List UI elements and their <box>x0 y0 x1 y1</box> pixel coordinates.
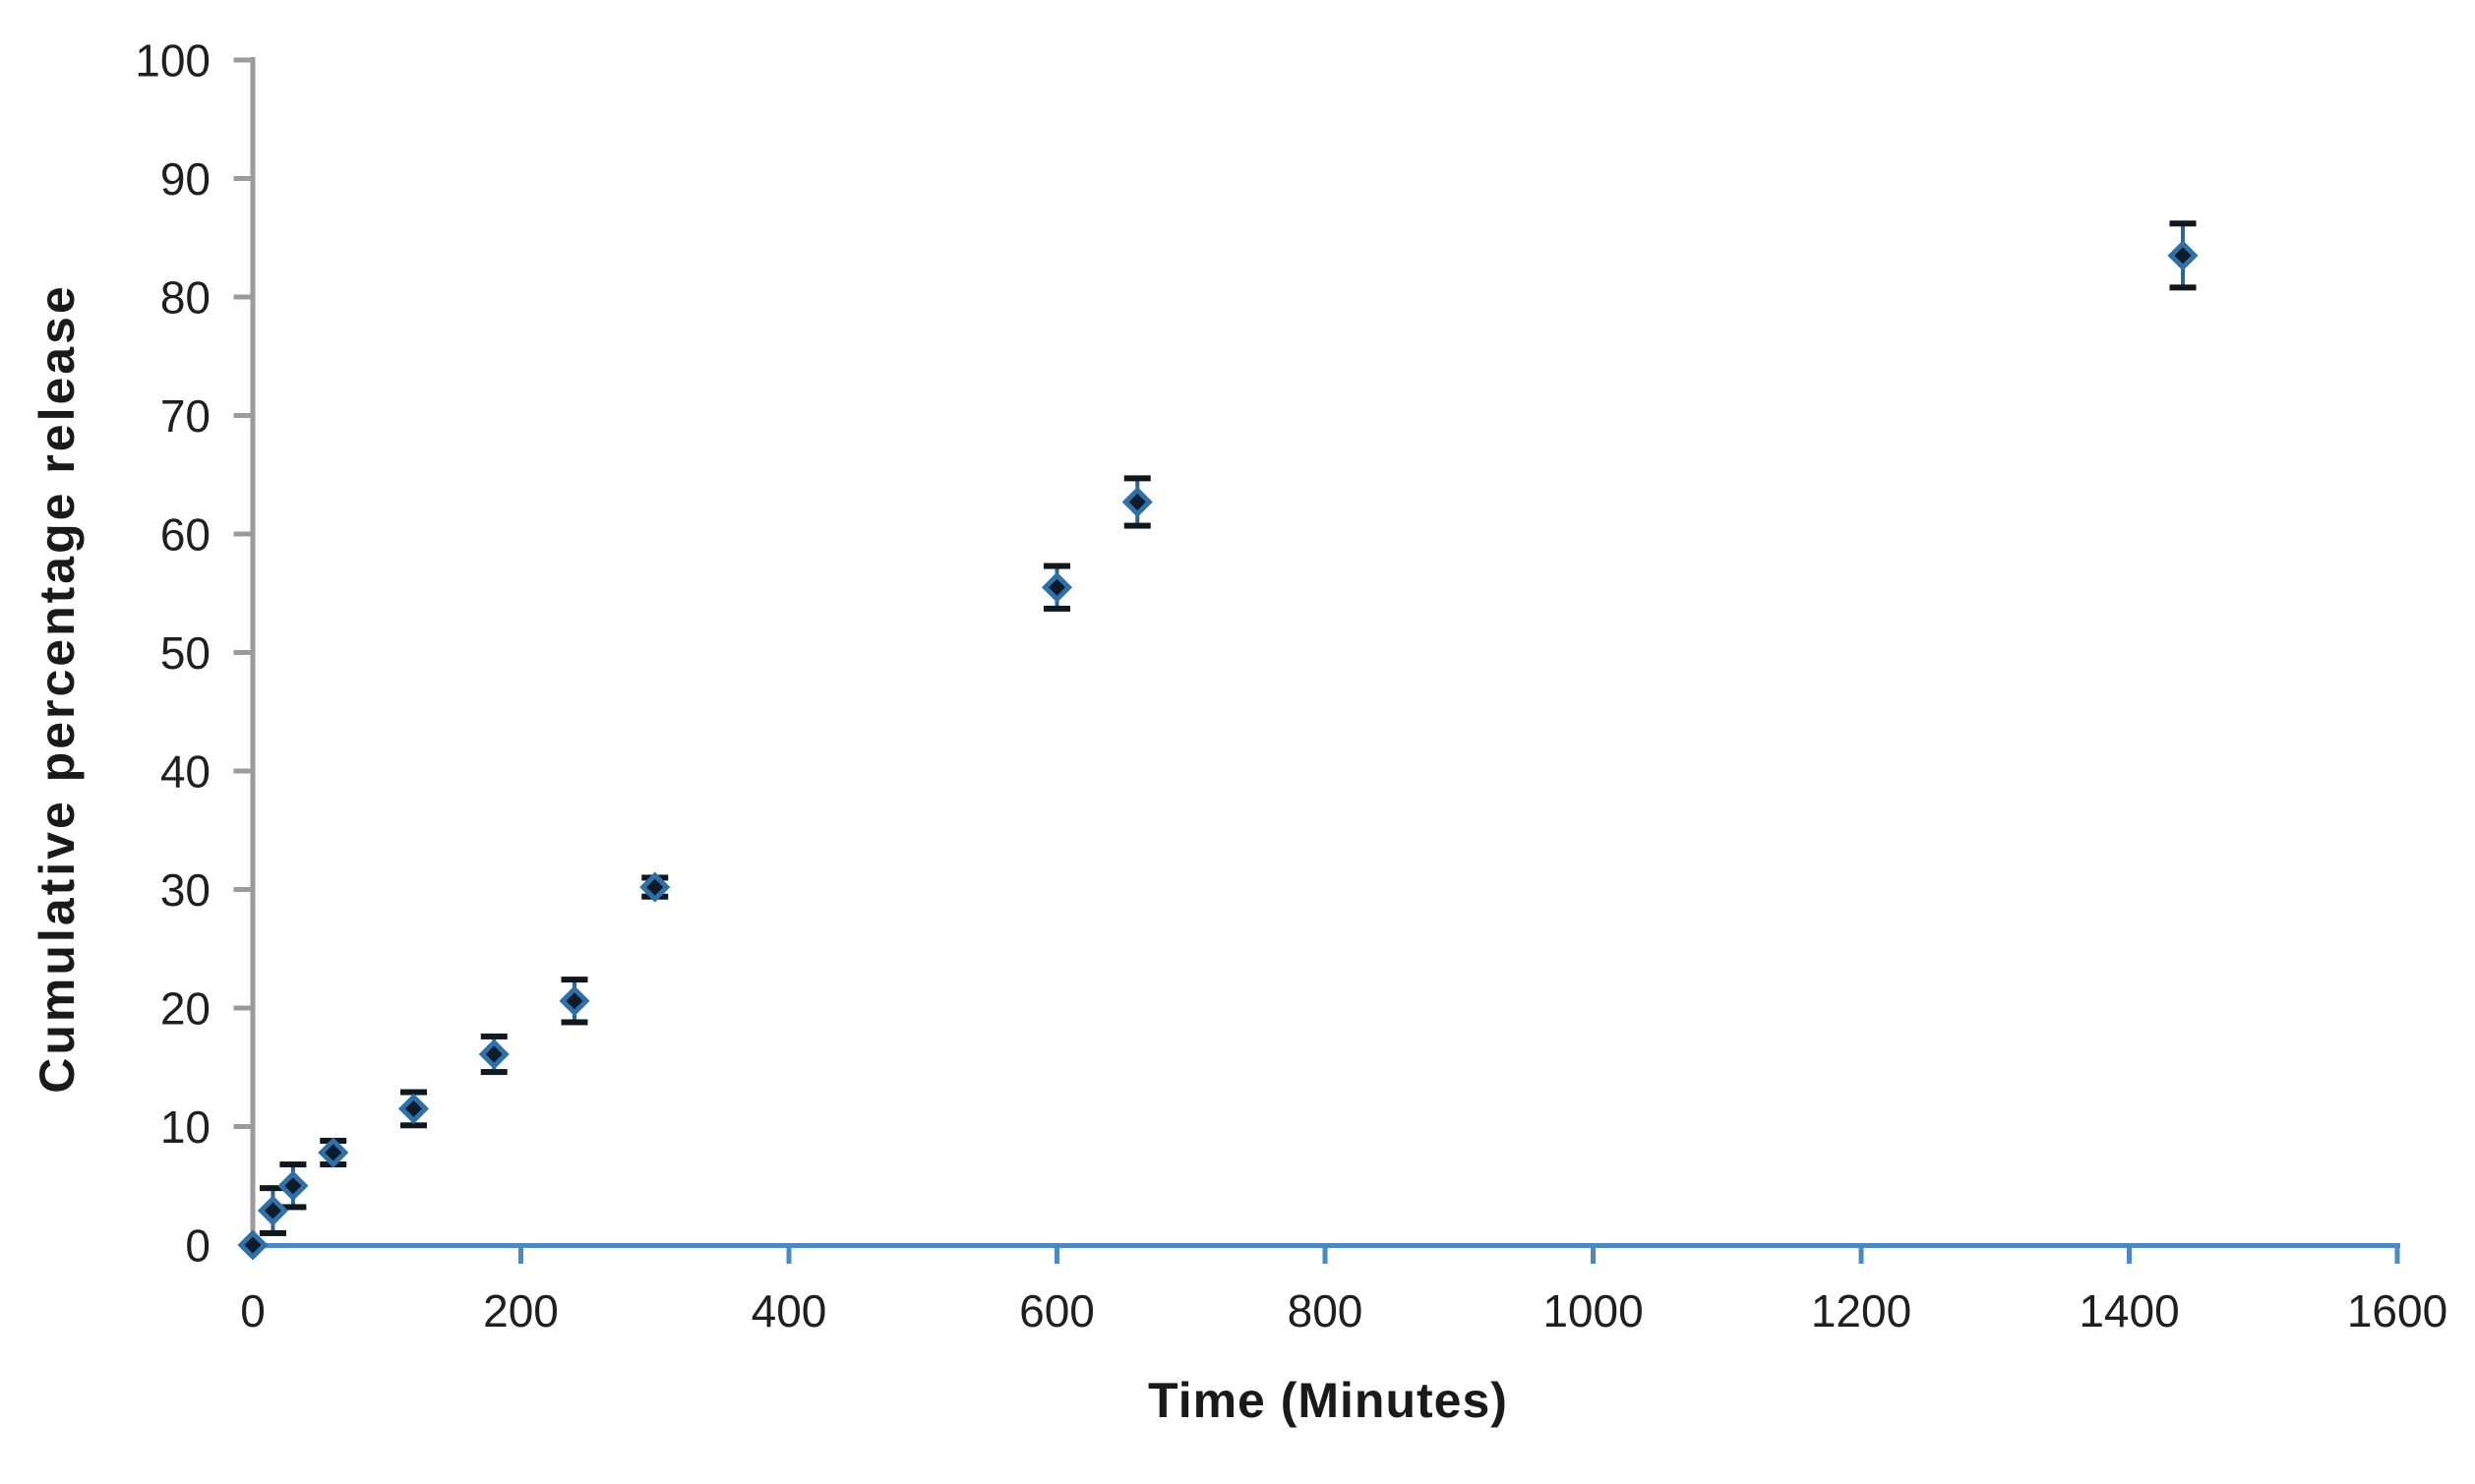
error-bar-cap-bottom <box>279 1204 307 1211</box>
error-bar-cap-bottom <box>400 1122 427 1129</box>
y-tick-label: 10 <box>160 1101 211 1153</box>
y-tick-label: 30 <box>160 864 211 916</box>
error-bar-cap-bottom <box>1044 605 1070 612</box>
error-bar-cap-top <box>279 1161 307 1168</box>
error-bar-cap-bottom <box>1123 522 1151 529</box>
data-point-diamond <box>237 1229 269 1261</box>
y-tick-mark <box>233 768 251 774</box>
x-tick-label: 0 <box>240 1285 266 1336</box>
data-point-diamond <box>1041 571 1073 603</box>
error-bar-cap-bottom <box>259 1229 286 1236</box>
y-tick-label: 90 <box>160 153 211 205</box>
x-tick-label: 400 <box>752 1285 827 1336</box>
x-axis-line <box>246 1243 2400 1248</box>
data-point-diamond <box>2167 240 2199 271</box>
y-tick-label: 100 <box>135 35 211 87</box>
x-tick-label: 200 <box>483 1285 559 1336</box>
x-tick-label: 1200 <box>1811 1285 1911 1336</box>
x-tick-mark <box>786 1247 792 1264</box>
y-tick-label: 40 <box>160 746 211 798</box>
error-bar-cap-top <box>400 1089 427 1096</box>
y-axis-line <box>250 57 256 1248</box>
y-axis-title: Cumulative percentage release <box>30 283 85 1094</box>
error-bar-cap-top <box>2169 220 2197 227</box>
x-tick-mark <box>1591 1247 1596 1264</box>
y-tick-label: 70 <box>160 390 211 442</box>
x-axis-title: Time (Minutes) <box>1148 1373 1508 1428</box>
error-bar-cap-top <box>1123 475 1151 482</box>
x-tick-mark <box>518 1247 523 1264</box>
error-bar-cap-top <box>561 977 588 983</box>
y-tick-mark <box>233 531 251 537</box>
y-tick-mark <box>233 887 251 892</box>
x-tick-mark <box>2127 1247 2132 1264</box>
x-tick-label: 800 <box>1288 1285 1363 1336</box>
data-point-diamond <box>318 1137 349 1168</box>
data-point-diamond <box>257 1195 288 1226</box>
y-tick-mark <box>233 1005 251 1011</box>
error-bar-cap-top <box>259 1185 286 1192</box>
y-tick-mark <box>233 1124 251 1129</box>
data-point-diamond <box>397 1093 430 1124</box>
x-tick-mark <box>1858 1247 1864 1264</box>
error-bar-cap-bottom <box>561 1019 588 1026</box>
error-bar-cap-top <box>480 1033 508 1039</box>
x-tick-label: 1400 <box>2079 1285 2179 1336</box>
x-tick-label: 1600 <box>2347 1285 2447 1336</box>
y-tick-label: 20 <box>160 983 211 1035</box>
x-tick-label: 600 <box>1019 1285 1095 1336</box>
error-bar-cap-top <box>1044 563 1070 569</box>
x-tick-mark <box>1322 1247 1328 1264</box>
x-tick-label: 1000 <box>1542 1285 1643 1336</box>
y-tick-mark <box>233 176 251 181</box>
y-tick-mark <box>233 57 251 63</box>
y-tick-label: 80 <box>160 272 211 324</box>
data-point-diamond <box>1121 486 1153 518</box>
y-tick-label: 50 <box>160 627 211 679</box>
error-bar-cap-bottom <box>2169 284 2197 291</box>
y-tick-label: 60 <box>160 509 211 561</box>
y-tick-mark <box>233 413 251 418</box>
y-tick-mark <box>233 294 251 300</box>
x-tick-mark <box>2394 1247 2400 1264</box>
y-tick-mark <box>233 650 251 655</box>
data-point-diamond <box>277 1170 309 1202</box>
data-point-diamond <box>478 1039 510 1070</box>
x-tick-mark <box>1055 1247 1059 1264</box>
y-tick-label: 0 <box>185 1220 211 1272</box>
data-point-diamond <box>559 985 590 1017</box>
error-bar-cap-bottom <box>480 1069 508 1076</box>
data-point-diamond <box>639 871 671 903</box>
